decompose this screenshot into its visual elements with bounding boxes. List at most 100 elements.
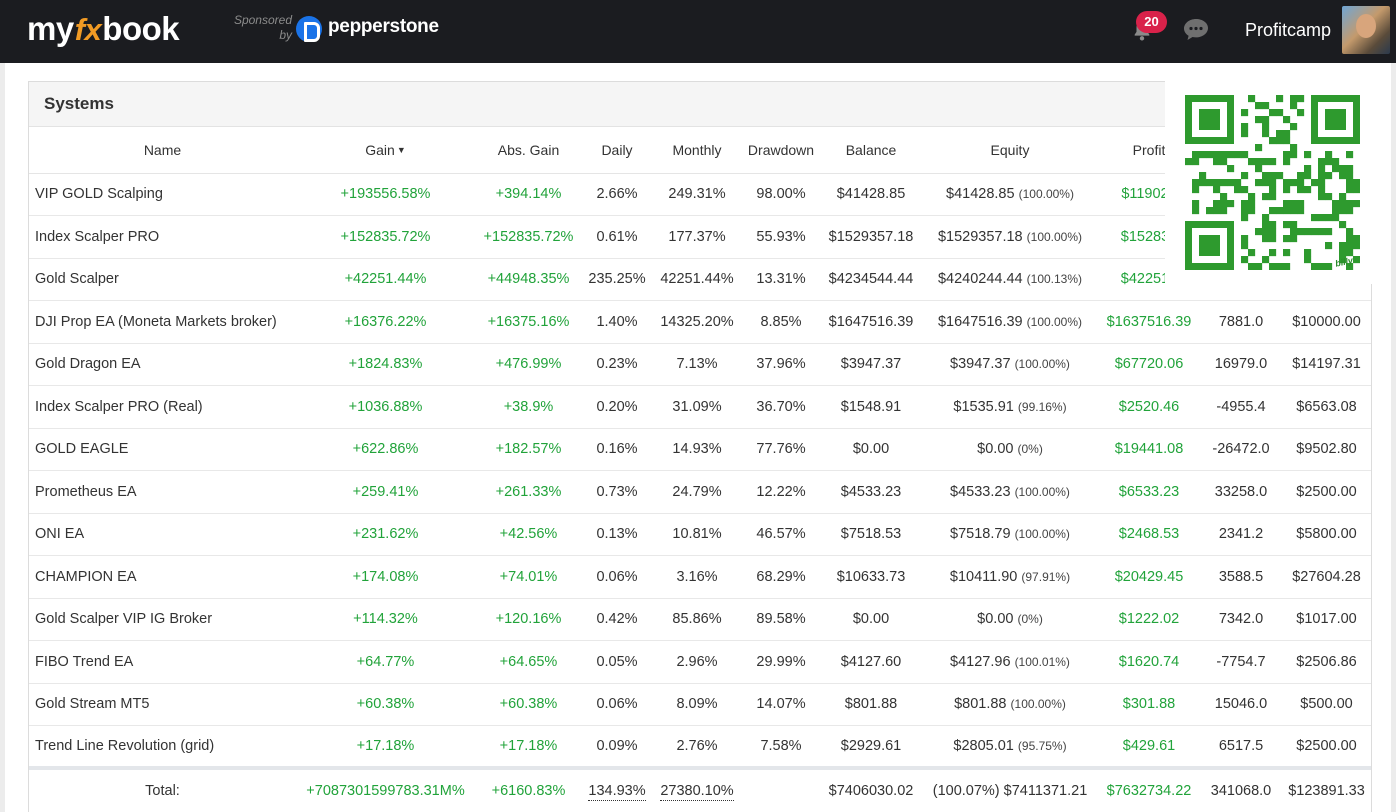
system-name-link[interactable]: ONI EA (29, 513, 296, 556)
monthly-cell: 3.16% (652, 555, 742, 599)
daily-cell: 235.25% (582, 258, 652, 301)
equity-percent: (100.00%) (1014, 484, 1070, 499)
gain-cell: +64.77% (296, 640, 475, 684)
system-name-link[interactable]: Index Scalper PRO (29, 215, 296, 259)
sort-descending-icon[interactable]: ▼ (396, 144, 406, 155)
equity-percent: (97.91%) (1021, 569, 1071, 584)
total-gain: +7087301599783.31M% (296, 766, 475, 812)
profit-cell: $1222.02 (1098, 598, 1200, 641)
abs-gain-cell: +152835.72% (475, 215, 582, 259)
myfxbook-logo[interactable]: my fx book (27, 10, 180, 50)
daily-cell: 0.16% (582, 428, 652, 471)
column-header-drawdown[interactable]: Drawdown (742, 127, 820, 174)
equity-value: $0.00 (977, 441, 1014, 458)
equity-cell: $0.00 (0%) (922, 428, 1098, 471)
total-label: Total: (29, 766, 296, 812)
equity-value: $41428.85 (946, 186, 1015, 203)
system-name-link[interactable]: CHAMPION EA (29, 555, 296, 599)
balance-cell: $0.00 (820, 598, 922, 641)
balance-cell: $0.00 (820, 428, 922, 471)
system-name-link[interactable]: DJI Prop EA (Moneta Markets broker) (29, 300, 296, 344)
deposits-cell: $14197.31 (1282, 343, 1371, 386)
system-name-link[interactable]: Gold Stream MT5 (29, 683, 296, 726)
column-header-label: Gain (365, 141, 395, 158)
system-name-link[interactable]: FIBO Trend EA (29, 640, 296, 684)
system-name-link[interactable]: Prometheus EA (29, 470, 296, 514)
monthly-cell: 31.09% (652, 385, 742, 429)
table-row: Prometheus EA +259.41% +261.33% 0.73% 24.79%… (29, 470, 1371, 514)
system-name-link[interactable]: Gold Scalper (29, 258, 296, 301)
total-monthly: 27380.10% (660, 782, 734, 801)
total-deposits: $123891.33 (1282, 766, 1371, 812)
logo-part-my: my (27, 10, 74, 47)
table-row: GOLD EAGLE +622.86% +182.57% 0.16% 14.93% 77.… (29, 428, 1371, 471)
profit-cell: $20429.45 (1098, 555, 1200, 599)
deposits-cell: $2500.00 (1282, 725, 1371, 769)
drawdown-cell: 7.58% (742, 725, 820, 769)
daily-cell: 0.05% (582, 640, 652, 684)
panel-title: Systems (29, 82, 1371, 127)
equity-percent: (99.16%) (1017, 399, 1067, 414)
balance-cell: $1647516.39 (820, 300, 922, 344)
deposits-cell: $9502.80 (1282, 428, 1371, 471)
system-name-link[interactable]: GOLD EAGLE (29, 428, 296, 471)
column-header-label: Daily (601, 141, 633, 158)
column-header-monthly[interactable]: Monthly (652, 127, 742, 174)
drawdown-cell: 77.76% (742, 428, 820, 471)
system-name-link[interactable]: Gold Scalper VIP IG Broker (29, 598, 296, 641)
equity-value: $3947.37 (950, 356, 1011, 373)
equity-percent: (100.01%) (1014, 654, 1070, 669)
equity-cell: $41428.85 (100.00%) (922, 173, 1098, 216)
drawdown-cell: 37.96% (742, 343, 820, 386)
gain-cell: +174.08% (296, 555, 475, 599)
pips-cell: -26472.0 (1200, 428, 1282, 471)
gain-cell: +193556.58% (296, 173, 475, 216)
deposits-cell: $2500.00 (1282, 470, 1371, 514)
equity-cell: $801.88 (100.00%) (922, 683, 1098, 726)
profit-cell: $19441.08 (1098, 428, 1200, 471)
column-header-daily[interactable]: Daily (582, 127, 652, 174)
drawdown-cell: 98.00% (742, 173, 820, 216)
messages-icon[interactable] (1183, 17, 1209, 41)
sponsor-name[interactable]: pepperstone (328, 16, 439, 37)
equity-value: $4240244.44 (937, 271, 1023, 288)
pips-cell: 6517.5 (1200, 725, 1282, 769)
column-header-label: Balance (845, 141, 897, 158)
username-link[interactable]: Profitcamp (1245, 20, 1332, 40)
equity-cell: $4240244.44 (100.13%) (922, 258, 1098, 301)
total-balance: $7406030.02 (820, 766, 922, 812)
column-header-balance[interactable]: Balance (820, 127, 922, 174)
column-header-gain[interactable]: Gain ▼ (296, 127, 475, 174)
gain-cell: +231.62% (296, 513, 475, 556)
equity-percent: (100.00%) (1026, 229, 1083, 244)
system-name-link[interactable]: Gold Dragon EA (29, 343, 296, 386)
column-header-equity[interactable]: Equity (922, 127, 1098, 174)
profit-cell: $429.61 (1098, 725, 1200, 769)
abs-gain-cell: +261.33% (475, 470, 582, 514)
column-header-name[interactable]: Name (29, 127, 296, 174)
system-name-link[interactable]: VIP GOLD Scalping (29, 173, 296, 216)
drawdown-cell: 36.70% (742, 385, 820, 429)
abs-gain-cell: +38.9% (475, 385, 582, 429)
monthly-cell: 14.93% (652, 428, 742, 471)
equity-cell: $4533.23 (100.00%) (922, 470, 1098, 514)
drawdown-cell: 13.31% (742, 258, 820, 301)
gain-cell: +259.41% (296, 470, 475, 514)
user-avatar[interactable] (1342, 6, 1390, 54)
equity-cell: $10411.90 (97.91%) (922, 555, 1098, 599)
gain-cell: +1036.88% (296, 385, 475, 429)
deposits-cell: $5800.00 (1282, 513, 1371, 556)
balance-cell: $1529357.18 (820, 215, 922, 259)
column-header-abs-gain[interactable]: Abs. Gain (475, 127, 582, 174)
column-header-label: Monthly (672, 141, 722, 158)
system-name-link[interactable]: Trend Line Revolution (grid) (29, 725, 296, 769)
deposits-cell: $6563.08 (1282, 385, 1371, 429)
system-name-link[interactable]: Index Scalper PRO (Real) (29, 385, 296, 429)
balance-cell: $3947.37 (820, 343, 922, 386)
column-header-label: Drawdown (747, 141, 815, 158)
equity-percent: (100.00%) (1014, 527, 1070, 542)
equity-value: $0.00 (977, 611, 1014, 628)
pips-cell: 16979.0 (1200, 343, 1282, 386)
deposits-cell: $2506.86 (1282, 640, 1371, 684)
pepperstone-logo-icon[interactable] (296, 16, 322, 42)
